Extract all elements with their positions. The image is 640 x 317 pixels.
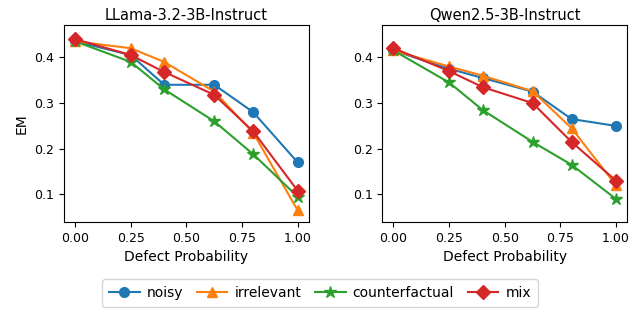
Y-axis label: EM: EM — [15, 113, 29, 134]
counterfactual — [568, 163, 575, 167]
counterfactual — [445, 81, 453, 84]
Legend: noisy, irrelevant, counterfactual, mix: noisy, irrelevant, counterfactual, mix — [102, 279, 538, 307]
irrelevant — [294, 209, 301, 212]
mix — [390, 46, 397, 50]
noisy — [390, 49, 397, 52]
counterfactual — [390, 49, 397, 52]
counterfactual — [612, 197, 620, 201]
noisy — [612, 124, 620, 128]
mix — [127, 53, 134, 57]
mix — [529, 101, 536, 105]
irrelevant — [529, 89, 536, 93]
irrelevant — [250, 131, 257, 135]
irrelevant — [479, 74, 486, 78]
counterfactual — [127, 60, 134, 64]
mix — [568, 140, 575, 144]
counterfactual — [529, 140, 536, 144]
Line: counterfactual: counterfactual — [69, 35, 304, 203]
mix — [211, 93, 218, 97]
Title: Qwen2.5-3B-Instruct: Qwen2.5-3B-Instruct — [429, 8, 580, 23]
X-axis label: Defect Probability: Defect Probability — [443, 250, 567, 264]
noisy — [71, 39, 79, 43]
Line: noisy: noisy — [70, 36, 303, 167]
irrelevant — [211, 90, 218, 94]
counterfactual — [479, 108, 486, 112]
noisy — [479, 76, 486, 80]
irrelevant — [390, 49, 397, 52]
irrelevant — [568, 126, 575, 130]
noisy — [161, 83, 168, 87]
noisy — [294, 161, 301, 165]
noisy — [127, 53, 134, 57]
mix — [612, 179, 620, 183]
mix — [479, 85, 486, 89]
irrelevant — [71, 39, 79, 43]
noisy — [568, 117, 575, 121]
Line: mix: mix — [70, 34, 303, 196]
counterfactual — [161, 87, 168, 91]
mix — [250, 130, 257, 133]
noisy — [250, 110, 257, 114]
Line: noisy: noisy — [388, 46, 621, 131]
noisy — [445, 67, 453, 71]
Line: mix: mix — [388, 43, 621, 186]
counterfactual — [71, 39, 79, 43]
Line: counterfactual: counterfactual — [387, 44, 622, 205]
Line: irrelevant: irrelevant — [70, 36, 303, 215]
Title: LLama-3.2-3B-Instruct: LLama-3.2-3B-Instruct — [105, 8, 268, 23]
X-axis label: Defect Probability: Defect Probability — [124, 250, 248, 264]
irrelevant — [445, 65, 453, 68]
irrelevant — [161, 60, 168, 64]
counterfactual — [250, 152, 257, 156]
noisy — [211, 83, 218, 87]
irrelevant — [612, 184, 620, 187]
Line: irrelevant: irrelevant — [388, 46, 621, 190]
mix — [445, 69, 453, 73]
counterfactual — [294, 195, 301, 199]
counterfactual — [211, 120, 218, 123]
mix — [294, 189, 301, 193]
mix — [71, 37, 79, 41]
mix — [161, 70, 168, 74]
noisy — [529, 90, 536, 94]
irrelevant — [127, 46, 134, 50]
